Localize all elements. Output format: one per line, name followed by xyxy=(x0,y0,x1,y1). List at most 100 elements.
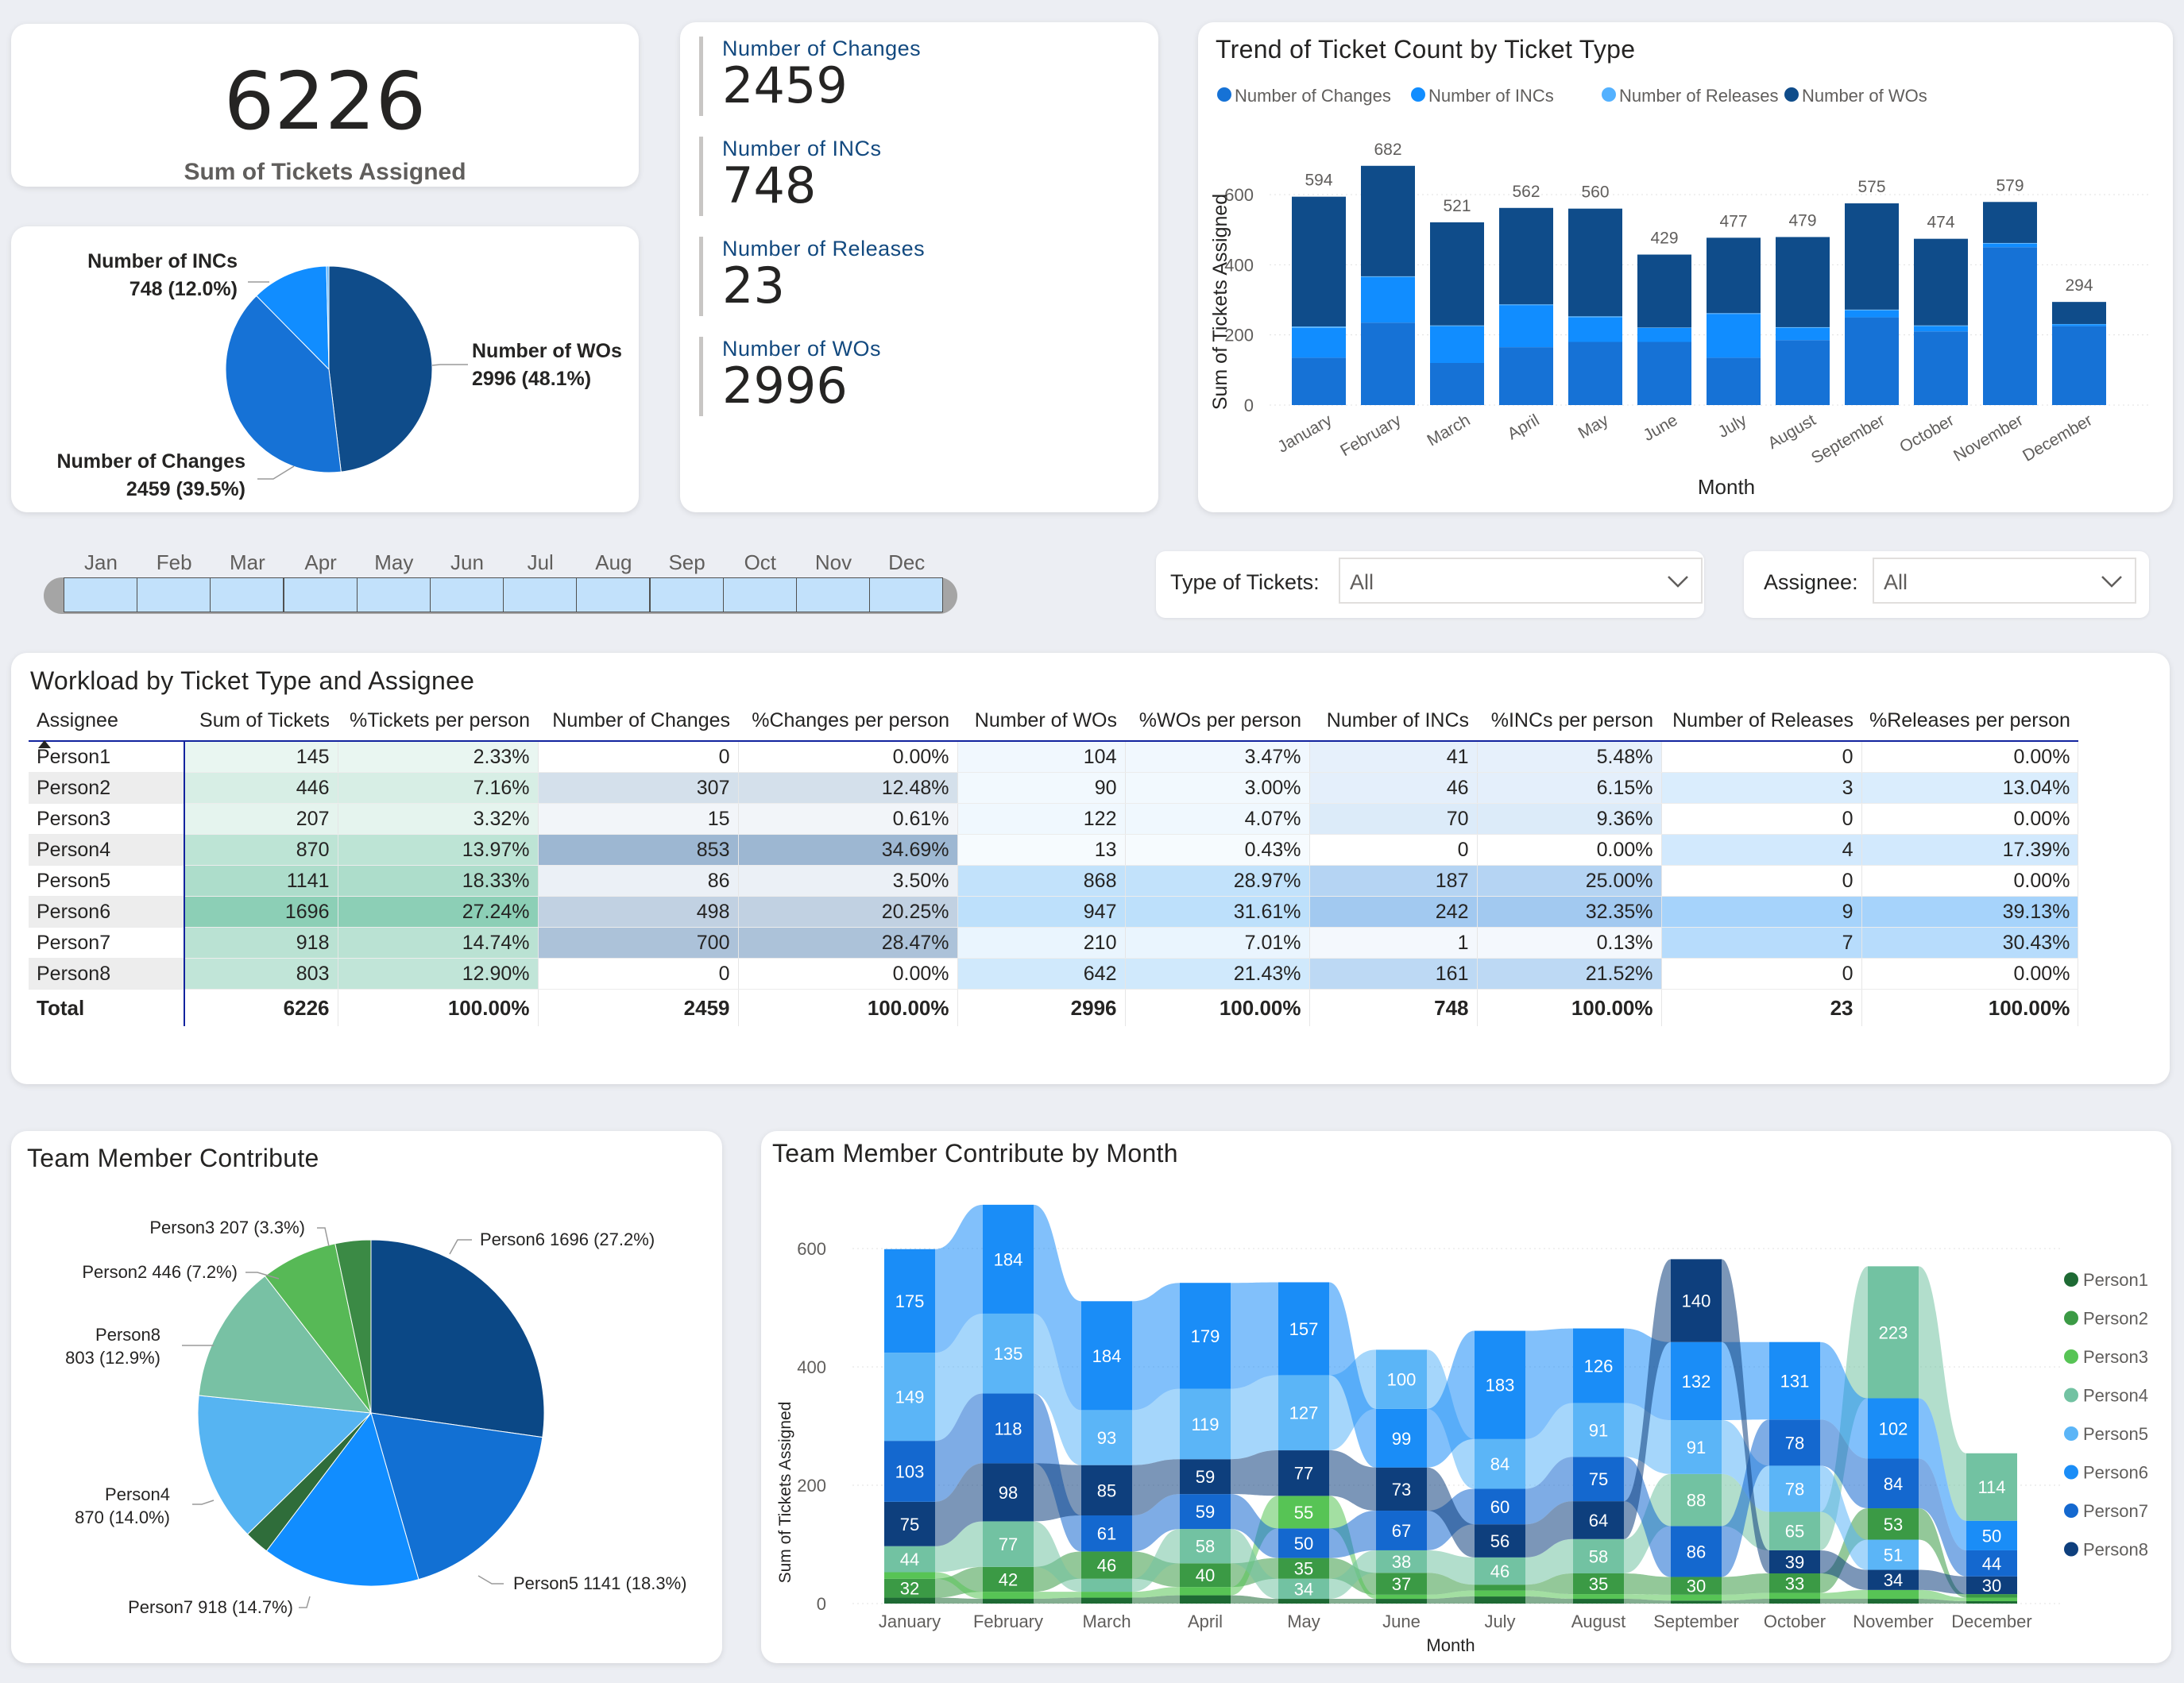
kpi-releases-label: Number of Releases xyxy=(722,237,926,261)
slicer-month-dec[interactable] xyxy=(869,577,944,612)
matrix-header--incs-per-person[interactable]: %INCs per person xyxy=(1477,701,1661,742)
slicer-month-oct[interactable] xyxy=(722,577,797,612)
matrix-row[interactable]: Person4 870 13.97% 853 34.69% 13 0.43% 0 0.00% 4 1… xyxy=(29,834,2079,866)
person6-label: Person6 1696 (27.2%) xyxy=(480,1229,655,1249)
slicer-month-may[interactable] xyxy=(356,577,431,612)
y-tick-label: 0 xyxy=(1244,396,1254,415)
matrix-value-cell: 0.00% xyxy=(1861,803,2079,835)
person3-label: Person3 207 (3.3%) xyxy=(149,1218,305,1237)
ribbon-value-label: 100 xyxy=(1387,1370,1417,1390)
ribbon-person7 xyxy=(1525,1457,1573,1525)
ribbon-bar-person4 xyxy=(1475,1557,1525,1585)
pie-slice-person5 xyxy=(370,1412,543,1581)
ribbon-value-label: 135 xyxy=(994,1344,1023,1364)
x-tick-label: February xyxy=(973,1612,1043,1631)
matrix-header-assignee[interactable]: Assignee xyxy=(29,701,184,748)
slicer-month-mar[interactable] xyxy=(210,577,284,612)
sort-ascending-icon[interactable] xyxy=(38,740,51,748)
slicer-month-feb[interactable] xyxy=(137,577,211,612)
matrix-header-number-of-releases[interactable]: Number of Releases xyxy=(1661,701,1861,742)
matrix-header--releases-per-person[interactable]: %Releases per person xyxy=(1861,701,2078,742)
slicer-month-label: Oct xyxy=(744,550,777,574)
ribbon-value-label: 179 xyxy=(1191,1326,1220,1346)
kpi-incs-label: Number of INCs xyxy=(722,137,882,160)
slicer-month-jun[interactable] xyxy=(430,577,504,612)
slicer-month-jul[interactable] xyxy=(503,577,578,612)
legend-marker xyxy=(2064,1465,2078,1480)
matrix-value-cell: 32.35% xyxy=(1477,896,1662,928)
ribbon-person2 xyxy=(1919,1508,1966,1598)
matrix-row[interactable]: Person3 207 3.32% 15 0.61% 122 4.07% 70 9.36% 0 0.… xyxy=(29,803,2079,835)
ribbon-person7 xyxy=(1820,1419,1868,1509)
ribbon-person5 xyxy=(1231,1375,1278,1460)
y-tick-label: 400 xyxy=(797,1357,826,1377)
ribbon-bar-person2 xyxy=(1081,1551,1132,1579)
matrix-header-number-of-incs[interactable]: Number of INCs xyxy=(1309,701,1477,742)
x-tick-label: February xyxy=(1337,411,1405,460)
matrix-value-cell: 1696 xyxy=(184,896,338,928)
matrix-header-number-of-changes[interactable]: Number of Changes xyxy=(538,701,738,742)
slicer-month-nov[interactable] xyxy=(796,577,870,612)
matrix-row[interactable]: Person6 1696 27.24% 498 20.25% 947 31.61% 242 32… xyxy=(29,896,2079,928)
matrix-value-cell: 46 xyxy=(1309,772,1478,804)
ribbon-bar-person6 xyxy=(1278,1282,1329,1376)
matrix-row[interactable]: Person7 918 14.74% 700 28.47% 210 7.01% 1 0.13% 7… xyxy=(29,927,2079,959)
ribbon-bar-person5 xyxy=(1868,1539,1919,1570)
matrix-value-cell: 13.04% xyxy=(1861,772,2079,804)
ribbon-bar-person5 xyxy=(1475,1438,1525,1489)
ribbon-bar-person8 xyxy=(1573,1501,1624,1539)
ribbon-bar-person7 xyxy=(1671,1526,1722,1577)
ribbon-person4 xyxy=(935,1521,983,1573)
ribbon-bar-person1 xyxy=(1081,1597,1132,1604)
type-filter-dropdown[interactable]: All xyxy=(1339,558,1703,604)
team-member-ribbon-chart: 0 200 400 600 Sum of Tickets Assigned Month 32… xyxy=(776,1204,2148,1655)
ribbon-bar-person4 xyxy=(1966,1453,2017,1521)
pie-slice-number-of-changes xyxy=(225,295,342,473)
ribbon-value-label: 114 xyxy=(1977,1477,2005,1497)
slicer-month-aug[interactable] xyxy=(576,577,651,612)
ribbon-value-label: 84 xyxy=(1884,1474,1903,1494)
bar-segment-number-of-incs xyxy=(1776,327,1830,341)
ribbon-bar-person2 xyxy=(1376,1573,1427,1595)
matrix-row[interactable]: Person2 446 7.16% 307 12.48% 90 3.00% 46 6.15% 3 1… xyxy=(29,772,2079,804)
changes-value-label: 2459 (39.5%) xyxy=(126,478,245,500)
bar-segment-number-of-wos xyxy=(1499,207,1553,305)
bar-segment-number-of-incs xyxy=(1983,243,2037,248)
x-tick-label: April xyxy=(1505,411,1543,443)
matrix-row[interactable]: Person1 145 2.33% 0 0.00% 104 3.47% 41 5.48% 0 0.0… xyxy=(29,741,2079,773)
matrix-value-cell: 21.43% xyxy=(1125,958,1310,990)
bar-total-label: 560 xyxy=(1581,183,1609,202)
ribbon-bar-person5 xyxy=(1671,1420,1722,1474)
matrix-header--changes-per-person[interactable]: %Changes per person xyxy=(738,701,957,742)
bar-segment-number-of-wos xyxy=(1776,237,1830,327)
slicer-month-apr[interactable] xyxy=(283,577,358,612)
matrix-assignee-cell: Person4 xyxy=(29,834,185,866)
matrix-header--wos-per-person[interactable]: %WOs per person xyxy=(1125,701,1309,742)
ribbon-value-label: 77 xyxy=(1294,1464,1313,1484)
matrix-value-cell: 17.39% xyxy=(1861,834,2079,866)
leader-line xyxy=(245,1272,280,1280)
matrix-header-sum-of-tickets[interactable]: Sum of Tickets xyxy=(184,701,338,742)
slicer-month-jan[interactable] xyxy=(64,577,137,612)
ribbon-bar-person3 xyxy=(1966,1597,2017,1602)
slicer-month-label: Jan xyxy=(84,550,118,574)
type-filter: Type of Tickets: All xyxy=(1156,551,1704,618)
slicer-month-sep[interactable] xyxy=(649,577,724,612)
ribbon-value-label: 175 xyxy=(895,1291,925,1311)
matrix-value-cell: 947 xyxy=(957,896,1126,928)
matrix-value-cell: 498 xyxy=(538,896,739,928)
assignee-filter-dropdown[interactable]: All xyxy=(1873,558,2136,604)
slicer-month-label: Nov xyxy=(814,550,852,574)
bar-segment-number-of-wos xyxy=(2052,302,2106,324)
matrix-row[interactable]: Person8 803 12.90% 0 0.00% 642 21.43% 161 21.52%… xyxy=(29,958,2079,990)
matrix-row[interactable]: Person5 1141 18.33% 86 3.50% 868 28.97% 187 25.0… xyxy=(29,865,2079,897)
matrix-header-number-of-wos[interactable]: Number of WOs xyxy=(957,701,1125,742)
slicer-month-label: Jun xyxy=(450,550,484,574)
matrix-total-cell: 23 xyxy=(1661,989,1862,1026)
matrix-header--tickets-per-person[interactable]: %Tickets per person xyxy=(338,701,538,742)
ribbon-bar-person5 xyxy=(1081,1410,1132,1465)
ribbon-bar-person7 xyxy=(1081,1515,1132,1552)
kpi-changes: Number of Changes 2459 xyxy=(699,37,921,116)
ribbon-value-label: 40 xyxy=(1196,1565,1215,1585)
bar-segment-number-of-wos xyxy=(1914,238,1968,326)
